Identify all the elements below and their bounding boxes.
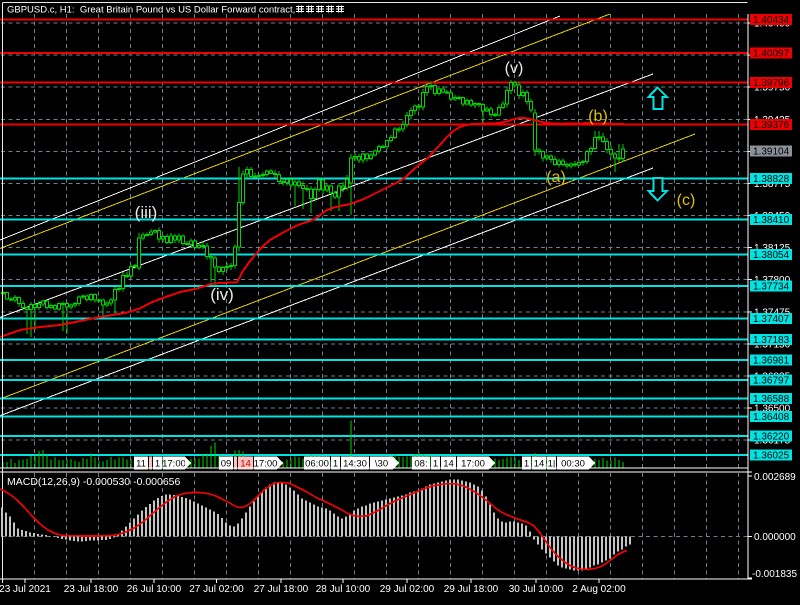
svg-text:1.38828: 1.38828 (753, 174, 790, 185)
svg-text:1.38125: 1.38125 (754, 243, 791, 254)
svg-text:14:30: 14:30 (343, 459, 367, 470)
svg-text:1.37407: 1.37407 (753, 314, 790, 325)
svg-text:MACD(12,26,9) -0.000530 -0.000: MACD(12,26,9) -0.000530 -0.000656 (7, 476, 181, 488)
svg-text:1.36981: 1.36981 (753, 356, 790, 367)
svg-text:17:00: 17:00 (461, 459, 485, 470)
svg-text:1.39796: 1.39796 (753, 78, 790, 89)
svg-text:(b): (b) (588, 108, 608, 125)
svg-text:29 Jul 18:00: 29 Jul 18:00 (444, 584, 499, 595)
svg-text:08:: 08: (414, 459, 427, 470)
svg-text:GBPUSD.c, H1: Great Britain P: GBPUSD.c, H1: Great Britain Pound vs US … (7, 5, 295, 16)
svg-text:1: 1 (524, 459, 529, 470)
svg-text:(iv): (iv) (210, 285, 234, 304)
svg-text:29 Jul 02:00: 29 Jul 02:00 (380, 584, 435, 595)
svg-text:0.000000: 0.000000 (754, 532, 796, 543)
svg-text:09: 09 (221, 459, 232, 470)
svg-text:27 Jul 18:00: 27 Jul 18:00 (254, 584, 309, 595)
svg-text:(c): (c) (677, 192, 696, 209)
svg-text:1.40434: 1.40434 (753, 15, 790, 26)
svg-text:1.40097: 1.40097 (753, 49, 790, 60)
svg-text:1.39750: 1.39750 (754, 83, 791, 94)
svg-text:1.38054: 1.38054 (753, 250, 790, 261)
svg-text:14: 14 (534, 459, 545, 470)
svg-text:-0.001835: -0.001835 (752, 569, 797, 580)
svg-text:1.39104: 1.39104 (753, 147, 790, 158)
svg-text:28 Jul 10:00: 28 Jul 10:00 (316, 584, 371, 595)
svg-text:1.36797: 1.36797 (753, 376, 790, 387)
svg-text:23 Jul 2021: 23 Jul 2021 (0, 584, 51, 595)
svg-text:1.36025: 1.36025 (753, 451, 790, 462)
svg-text:1.38775: 1.38775 (754, 179, 791, 190)
svg-text:30 Jul 10:00: 30 Jul 10:00 (509, 584, 564, 595)
svg-text:1.37475: 1.37475 (754, 307, 791, 318)
svg-text:\30: \30 (375, 459, 388, 470)
svg-text:1.36408: 1.36408 (753, 412, 790, 423)
svg-text:23 Jul 18:00: 23 Jul 18:00 (64, 584, 119, 595)
svg-text:06:00: 06:00 (305, 459, 329, 470)
svg-text:17:00: 17:00 (254, 459, 278, 470)
svg-text:1: 1 (433, 459, 438, 470)
svg-text:1.37183: 1.37183 (753, 335, 790, 346)
svg-text:26 Jul 10:00: 26 Jul 10:00 (127, 584, 182, 595)
svg-text:1.39376: 1.39376 (753, 120, 790, 131)
svg-text:(a): (a) (546, 169, 566, 186)
svg-text:1: 1 (155, 459, 160, 470)
svg-text:(v): (v) (505, 60, 524, 77)
svg-text:1: 1 (333, 459, 338, 470)
svg-text:14: 14 (240, 459, 251, 470)
svg-text:11: 11 (136, 459, 146, 470)
svg-text:1.38410: 1.38410 (753, 215, 790, 226)
svg-text:27 Jul 02:00: 27 Jul 02:00 (189, 584, 244, 595)
svg-text:1.36588: 1.36588 (753, 394, 790, 405)
svg-text:1.37734: 1.37734 (753, 282, 790, 293)
svg-text:0.002689: 0.002689 (754, 472, 796, 483)
svg-text:17:00: 17:00 (162, 459, 186, 470)
svg-text:00:30: 00:30 (561, 459, 585, 470)
svg-text:1.36220: 1.36220 (753, 432, 790, 443)
svg-text:1.36500: 1.36500 (754, 404, 791, 415)
svg-text:2 Aug 02:00: 2 Aug 02:00 (572, 584, 626, 595)
svg-text:(iii): (iii) (135, 203, 158, 222)
svg-text:1|: 1| (548, 459, 556, 470)
svg-text:14: 14 (443, 459, 454, 470)
